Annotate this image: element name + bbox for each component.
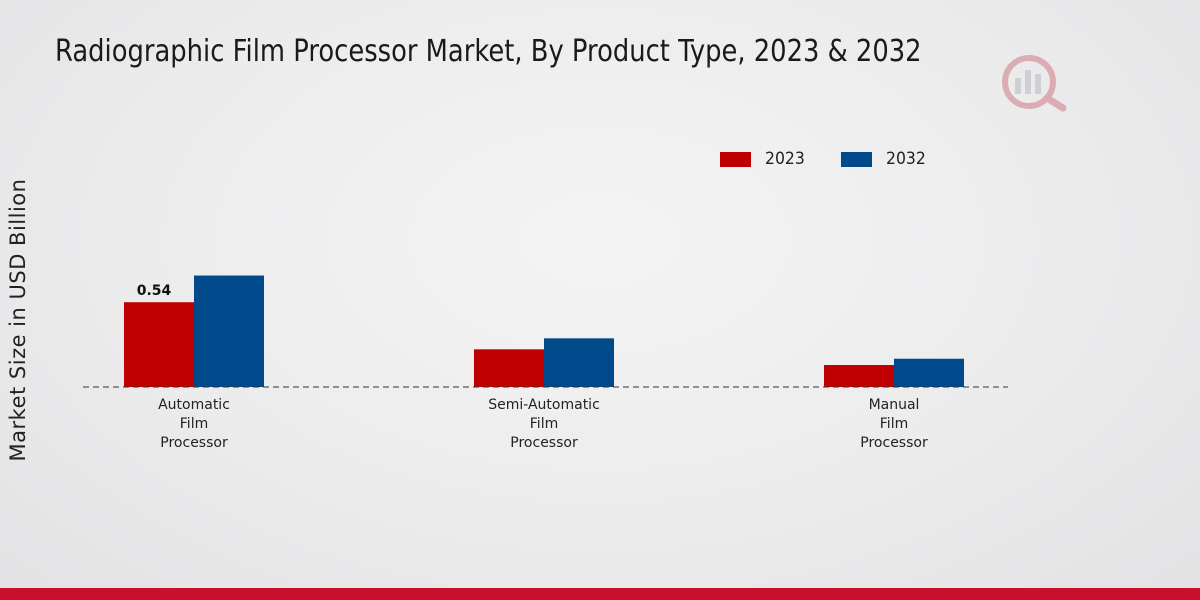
chart-title: Radiographic Film Processor Market, By P… bbox=[55, 34, 922, 69]
x-tick-label-line: Processor bbox=[860, 435, 928, 451]
x-tick-label-1: Semi-Automatic Film Processor bbox=[488, 397, 600, 451]
x-tick-label-2: Manual Film Processor bbox=[860, 397, 928, 451]
x-tick-label-line: Processor bbox=[160, 435, 228, 451]
x-tick-label-0: Automatic Film Processor bbox=[158, 397, 230, 451]
bar-2023-cat-0 bbox=[124, 302, 194, 387]
x-tick-label-line: Film bbox=[530, 416, 558, 432]
legend-swatch-2032 bbox=[841, 151, 873, 167]
legend-label-2023: 2023 bbox=[765, 149, 805, 169]
x-tick-label-line: Semi-Automatic bbox=[488, 397, 600, 413]
x-tick-label-line: Automatic bbox=[158, 397, 230, 413]
x-tick-label-line: Manual bbox=[869, 397, 920, 413]
brand-logo-icon bbox=[1002, 55, 1067, 112]
legend-label-2032: 2032 bbox=[886, 149, 927, 169]
footer-accent-bar bbox=[0, 588, 1200, 600]
legend-swatch-2023 bbox=[720, 151, 751, 167]
bar-2032-cat-1 bbox=[544, 338, 614, 387]
data-label-2023-cat-0: 0.54 bbox=[137, 283, 172, 299]
bar-2032-cat-2 bbox=[894, 358, 964, 387]
bar-2023-cat-1 bbox=[474, 349, 544, 387]
legend-item-2032: 2032 bbox=[841, 149, 929, 169]
bar-2032-cat-0 bbox=[194, 275, 264, 387]
bar-2023-cat-2 bbox=[824, 365, 894, 387]
x-tick-label-line: Film bbox=[180, 416, 208, 432]
legend: 2023 2032 bbox=[720, 149, 963, 169]
legend-item-2023: 2023 bbox=[720, 149, 808, 169]
x-tick-label-line: Film bbox=[880, 416, 908, 432]
x-tick-label-line: Processor bbox=[510, 435, 578, 451]
